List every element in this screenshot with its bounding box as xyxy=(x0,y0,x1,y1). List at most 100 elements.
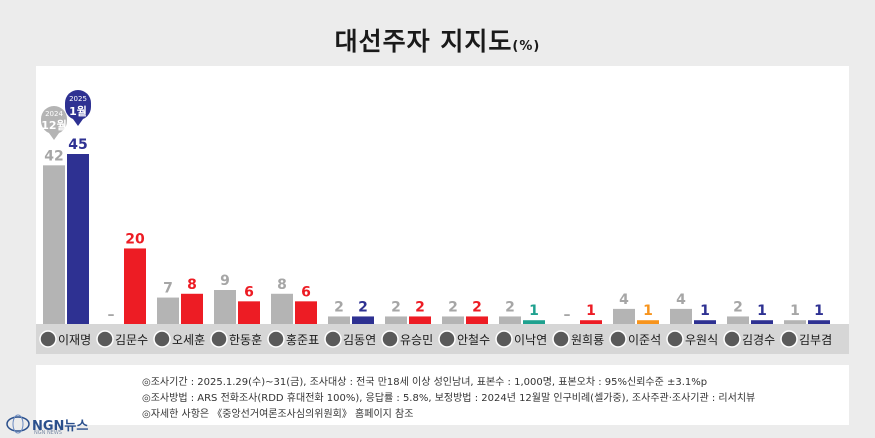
period-prev-year: 2024 xyxy=(45,110,63,118)
bar-prev-7 xyxy=(442,316,464,324)
bar-curr-11 xyxy=(694,320,716,324)
data-label-prev-0: 42 xyxy=(44,148,63,164)
candidate-avatar-0 xyxy=(39,330,57,348)
data-label-curr-8: 1 xyxy=(529,303,539,319)
data-label-prev-4: 8 xyxy=(277,277,287,293)
data-label-prev-9: – xyxy=(564,307,571,323)
candidate-name-strip: 이재명 김문수 오세훈 한동훈 홍준표 김동연 유승민 안철수 이낙연 원희룡 이준석 우원식 김경수 김… xyxy=(36,324,849,354)
period-curr-year: 2025 xyxy=(69,95,87,103)
candidate-avatar-5 xyxy=(324,330,342,348)
bar-prev-2 xyxy=(157,297,179,324)
candidate-name-0: 이재명 xyxy=(58,333,91,347)
bar-curr-7 xyxy=(466,316,488,324)
bar-prev-0 xyxy=(43,165,65,324)
period-marker-prev-pointer xyxy=(49,133,59,140)
candidate-avatar-4 xyxy=(267,330,285,348)
candidate-name-5: 김동연 xyxy=(343,333,376,347)
data-label-prev-8: 2 xyxy=(505,299,515,315)
candidate-avatar-8 xyxy=(495,330,513,348)
data-label-curr-13: 1 xyxy=(814,303,824,319)
chart-title-unit: (%) xyxy=(512,39,541,54)
bar-prev-8 xyxy=(499,316,521,324)
data-label-curr-9: 1 xyxy=(586,303,596,319)
data-label-prev-1: – xyxy=(108,307,115,323)
bar-prev-10 xyxy=(613,308,635,324)
data-label-curr-7: 2 xyxy=(472,299,482,315)
candidate-avatar-13 xyxy=(780,330,798,348)
bar-curr-5 xyxy=(352,316,374,324)
bar-curr-3 xyxy=(238,301,260,324)
candidate-name-1: 김문수 xyxy=(115,333,148,347)
data-label-prev-3: 9 xyxy=(220,273,230,289)
candidate-name-13: 김부겸 xyxy=(799,333,832,347)
data-label-curr-12: 1 xyxy=(757,303,767,319)
candidate-name-10: 이준석 xyxy=(628,333,661,347)
bar-prev-13 xyxy=(784,320,806,324)
bar-curr-0 xyxy=(67,154,89,324)
chart-panel: 42 45–20 7 8 9 6 8 6 2 2 2 2 2 2 2 1–1 4 1 4 1 2 1 1 1 2024 12월 20… xyxy=(36,66,849,354)
bar-prev-5 xyxy=(328,316,350,324)
data-label-curr-5: 2 xyxy=(358,299,368,315)
survey-notes: ◎조사기간 : 2025.1.29(수)~31(금), 조사대상 : 전국 만1… xyxy=(36,365,849,425)
candidate-name-8: 이낙연 xyxy=(514,333,547,347)
bar-prev-12 xyxy=(727,316,749,324)
candidate-avatar-3 xyxy=(210,330,228,348)
bar-prev-11 xyxy=(670,308,692,324)
bar-curr-13 xyxy=(808,320,830,324)
chart-title: 대선주자 지지도 xyxy=(334,27,513,56)
candidate-name-11: 우원식 xyxy=(685,333,718,347)
candidate-avatar-12 xyxy=(723,330,741,348)
bar-curr-2 xyxy=(181,293,203,324)
candidate-name-12: 김경수 xyxy=(742,333,775,347)
bar-prev-4 xyxy=(271,293,293,324)
candidate-avatar-10 xyxy=(609,330,627,348)
data-label-prev-5: 2 xyxy=(334,299,344,315)
data-label-prev-12: 2 xyxy=(733,299,743,315)
candidate-name-4: 홍준표 xyxy=(286,333,319,347)
note-survey-period: ◎조사기간 : 2025.1.29(수)~31(금), 조사대상 : 전국 만1… xyxy=(142,377,708,388)
bar-curr-1 xyxy=(124,248,146,324)
data-label-curr-1: 20 xyxy=(125,231,145,247)
data-label-curr-10: 1 xyxy=(643,303,653,319)
candidate-avatar-2 xyxy=(153,330,171,348)
data-label-curr-3: 6 xyxy=(244,284,254,300)
period-marker-curr xyxy=(65,90,91,120)
data-label-prev-6: 2 xyxy=(391,299,401,315)
data-label-prev-10: 4 xyxy=(619,292,629,308)
bar-curr-10 xyxy=(637,320,659,324)
chart-title-area: 대선주자 지지도(%) xyxy=(0,0,875,66)
period-marker-prev xyxy=(41,106,67,134)
period-curr-month: 1월 xyxy=(69,104,87,118)
candidate-avatar-6 xyxy=(381,330,399,348)
note-reference: ◎자세한 사항은 《중앙선거여론조사심의위원회》 홈페이지 참조 xyxy=(142,409,414,420)
candidate-avatar-11 xyxy=(666,330,684,348)
bar-curr-12 xyxy=(751,320,773,324)
bar-curr-4 xyxy=(295,301,317,324)
ngn-logo-icon xyxy=(6,414,30,434)
candidate-name-7: 안철수 xyxy=(457,333,490,347)
data-label-curr-2: 8 xyxy=(187,277,197,293)
bar-prev-6 xyxy=(385,316,407,324)
candidate-avatar-7 xyxy=(438,330,456,348)
data-label-prev-13: 1 xyxy=(790,303,800,319)
candidate-name-6: 유승민 xyxy=(400,333,433,347)
note-survey-method: ◎조사방법 : ARS 전화조사(RDD 휴대전화 100%), 응답률 : 5… xyxy=(142,393,756,404)
candidate-avatar-1 xyxy=(96,330,114,348)
data-label-curr-0: 45 xyxy=(68,137,87,153)
logo-subtitle: NGN NEWS xyxy=(34,430,62,436)
bar-prev-3 xyxy=(214,290,236,324)
period-marker-curr-pointer xyxy=(73,119,83,126)
data-label-curr-6: 2 xyxy=(415,299,425,315)
data-label-prev-11: 4 xyxy=(676,292,686,308)
bar-curr-9 xyxy=(580,320,602,324)
candidate-name-9: 원희룡 xyxy=(571,333,604,347)
data-label-prev-2: 7 xyxy=(163,281,173,297)
logo-name: NGN뉴스 xyxy=(32,419,89,434)
period-prev-month: 12월 xyxy=(41,118,66,132)
candidate-avatar-9 xyxy=(552,330,570,348)
candidate-name-3: 한동훈 xyxy=(229,333,262,347)
data-label-prev-7: 2 xyxy=(448,299,458,315)
bar-curr-8 xyxy=(523,320,545,324)
bar-curr-6 xyxy=(409,316,431,324)
